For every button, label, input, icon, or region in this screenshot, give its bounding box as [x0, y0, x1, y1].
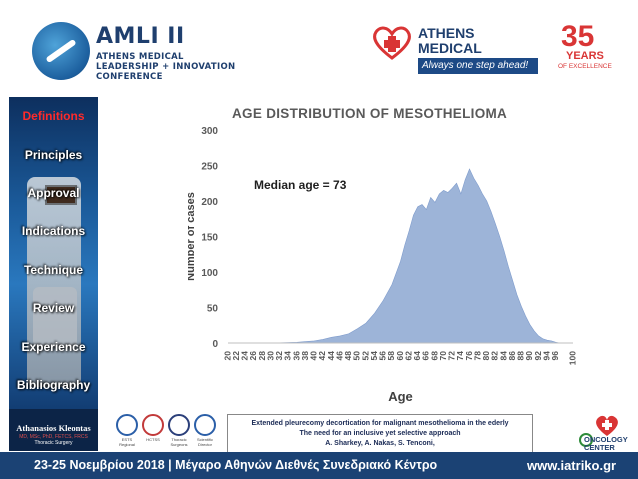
- x-tick-label: 58: [386, 351, 396, 361]
- sidebar-item-principles[interactable]: Principles: [24, 148, 83, 162]
- x-tick-label: 64: [412, 351, 422, 361]
- x-tick-label: 78: [472, 351, 482, 361]
- reference-authors: A. Sharkey, A. Nakas, S. Tenconi,: [325, 440, 435, 447]
- amli-subtitle-line3: CONFERENCE: [96, 72, 163, 82]
- x-tick-label: 96: [550, 351, 560, 361]
- x-tick-label: 28: [257, 351, 267, 361]
- data-area: [228, 168, 561, 344]
- amli-title: AMLI II: [96, 24, 185, 49]
- robot-screen-image: [45, 185, 77, 205]
- sponsor-caption: ESTS Regional: [119, 437, 135, 447]
- x-tick-label: 70: [438, 351, 448, 361]
- x-tick-label: 66: [421, 351, 431, 361]
- sponsor-caption: Thoracic Surgeons: [170, 437, 188, 447]
- x-tick-label: 80: [481, 351, 491, 361]
- amli-subtitle-line1: ATHENS MEDICAL: [96, 52, 184, 62]
- x-tick-label: 72: [447, 351, 457, 361]
- sidebar-item-experience[interactable]: Experience: [21, 340, 86, 354]
- author-role: Thoracic Surgery: [34, 440, 73, 446]
- x-tick-label: 74: [455, 351, 465, 361]
- sidebar-item-definitions[interactable]: Definitions: [22, 109, 85, 123]
- x-tick-label: 50: [352, 351, 362, 361]
- x-tick-label: 100: [567, 351, 577, 365]
- oncology-line2: CENTER: [584, 443, 615, 452]
- reference-subtitle: The need for an inclusive yet selective …: [299, 430, 461, 437]
- y-tick-label: 150: [201, 233, 218, 244]
- y-tick-label: 0: [212, 339, 218, 350]
- years-number: 35: [561, 20, 595, 53]
- y-tick-label: 250: [201, 162, 218, 173]
- x-tick-label: 88: [516, 351, 526, 361]
- sidebar: Definitions Principles Approval Indicati…: [9, 97, 98, 409]
- sidebar-item-review[interactable]: Review: [32, 301, 75, 315]
- sidebar-item-indications[interactable]: Indications: [21, 224, 86, 238]
- x-tick-label: 20: [222, 351, 232, 361]
- years-label: YEARS: [566, 50, 604, 62]
- amli-logo-icon: [32, 22, 90, 80]
- x-tick-label: 32: [274, 351, 284, 361]
- x-tick-label: 90: [524, 351, 534, 361]
- sponsor-caption: Scientific Director: [196, 437, 213, 447]
- y-tick-label: 100: [201, 268, 218, 279]
- x-tick-label: 46: [334, 351, 344, 361]
- reference-box: Extended pleurecomy decortication for ma…: [227, 414, 533, 454]
- robot-arm-image: [33, 287, 77, 347]
- y-axis-title: Number of cases: [188, 192, 197, 281]
- sidebar-item-approval[interactable]: Approval: [27, 186, 80, 200]
- oncology-center-label: ONCOLOGY CENTER: [584, 436, 628, 452]
- author-credentials: MD, MSc, PhD, FETCS, FRCS: [19, 434, 88, 440]
- author-name: Athanasios Kleontas: [16, 423, 91, 433]
- x-tick-label: 26: [248, 351, 258, 361]
- x-tick-label: 86: [507, 351, 517, 361]
- x-tick-label: 52: [360, 351, 370, 361]
- median-annotation: Median age = 73: [254, 178, 347, 192]
- amli-subtitle-line2: LEADERSHIP + INNOVATION: [96, 62, 236, 72]
- x-tick-label: 56: [378, 351, 388, 361]
- x-tick-label: 60: [395, 351, 405, 361]
- x-tick-label: 36: [291, 351, 301, 361]
- reference-title: Extended pleurecomy decortication for ma…: [251, 420, 509, 427]
- heart-cross-icon: [373, 26, 411, 60]
- x-tick-label: 94: [541, 351, 551, 361]
- chart-title: AGE DISTRIBUTION OF MESOTHELIOMA: [232, 106, 508, 121]
- scientific-director-logo-icon: [194, 414, 216, 436]
- footer-event-text: 23-25 Νοεμβρίου 2018 | Μέγαρο Αθηνών Διε…: [34, 458, 438, 472]
- y-tick-label: 50: [207, 304, 219, 315]
- x-tick-label: 22: [231, 351, 241, 361]
- x-tick-label: 68: [429, 351, 439, 361]
- header: AMLI II ATHENS MEDICAL LEADERSHIP + INNO…: [0, 0, 638, 95]
- age-distribution-chart: 0 50 100 150 200 250 300 2022242628303234363840…: [188, 126, 577, 404]
- x-tick-label: 34: [283, 351, 293, 361]
- x-tick-label: 54: [369, 351, 379, 361]
- footer-url-link[interactable]: www.iatriko.gr: [527, 458, 617, 473]
- author-box: Athanasios Kleontas MD, MSc, PhD, FETCS,…: [9, 409, 98, 451]
- ests-logo-icon: [116, 414, 138, 436]
- years-subtitle: OF EXCELLENCE: [558, 63, 612, 70]
- sponsor-caption: HCTSS: [146, 437, 160, 442]
- x-tick-label: 24: [240, 351, 250, 361]
- x-tick-label: 76: [464, 351, 474, 361]
- x-tick-label: 40: [309, 351, 319, 361]
- oncology-line1: ONCOLOGY: [584, 435, 628, 444]
- thoracic-surgeons-logo-icon: [168, 414, 190, 436]
- x-tick-label: 30: [265, 351, 275, 361]
- x-tick-label: 42: [317, 351, 327, 361]
- y-tick-label: 300: [201, 126, 218, 137]
- x-tick-label: 92: [533, 351, 543, 361]
- x-tick-label: 84: [498, 351, 508, 361]
- hctss-logo-icon: [142, 414, 164, 436]
- x-tick-label: 62: [403, 351, 413, 361]
- x-axis-title: Age: [388, 389, 413, 404]
- group-tagline: Always one step ahead!: [418, 58, 538, 74]
- y-tick-label: 200: [201, 197, 218, 208]
- x-tick-label: 38: [300, 351, 310, 361]
- sidebar-item-technique[interactable]: Technique: [23, 263, 84, 277]
- footer: 23-25 Νοεμβρίου 2018 | Μέγαρο Αθηνών Διε…: [0, 452, 638, 479]
- x-tick-label: 48: [343, 351, 353, 361]
- sidebar-item-bibliography[interactable]: Bibliography: [16, 378, 91, 392]
- x-tick-label: 82: [490, 351, 500, 361]
- oncology-heart-icon: [579, 415, 618, 447]
- x-tick-label: 44: [326, 351, 336, 361]
